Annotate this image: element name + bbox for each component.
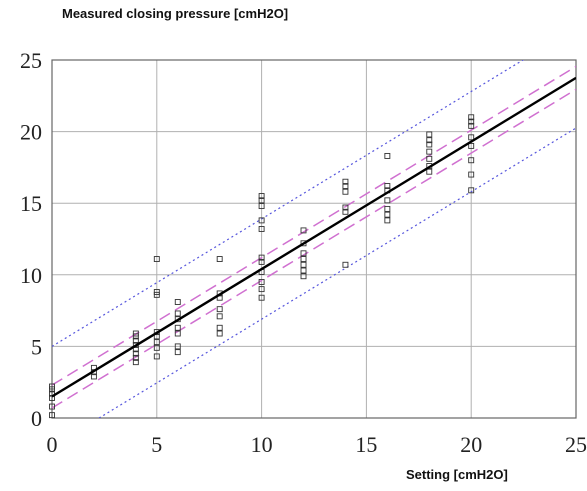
data-point [174, 310, 181, 317]
data-point [426, 148, 433, 155]
data-point [258, 286, 265, 293]
data-point [300, 273, 307, 280]
data-point [384, 183, 391, 189]
data-point [426, 137, 433, 144]
data-point [153, 353, 160, 360]
data-point [342, 178, 349, 185]
x-axis-title: Setting [cmH2O] [406, 467, 508, 482]
y-tick-label: 10 [20, 263, 42, 288]
data-point [258, 258, 265, 265]
y-tick-label: 0 [31, 406, 42, 431]
data-point [468, 114, 475, 121]
data-point [342, 204, 349, 211]
data-point [300, 250, 307, 257]
data-point [174, 330, 181, 337]
data-point [132, 337, 139, 344]
regression-line [52, 76, 576, 398]
data-point [174, 299, 181, 305]
data-point [132, 330, 139, 337]
data-point [384, 197, 391, 204]
data-point [468, 122, 475, 129]
confidence-band-upper [52, 65, 576, 386]
data-point [258, 193, 265, 199]
data-point [174, 343, 181, 350]
prediction-band-upper [52, 60, 525, 347]
data-point [49, 412, 55, 419]
data-point [384, 205, 391, 212]
y-tick-label: 5 [31, 334, 42, 359]
data-point [216, 324, 223, 331]
data-point [468, 142, 475, 149]
y-tick-label: 15 [20, 191, 42, 216]
data-point [258, 197, 265, 204]
data-point [300, 261, 307, 268]
data-point [426, 141, 433, 148]
data-point [90, 373, 97, 380]
x-tick-label: 25 [565, 432, 587, 457]
data-point [258, 279, 265, 285]
data-point [153, 344, 160, 351]
data-point [258, 217, 265, 224]
data-point [216, 313, 223, 320]
y-tick-label: 25 [20, 48, 42, 73]
data-point [300, 227, 307, 234]
data-point [300, 256, 307, 262]
data-point [216, 256, 223, 262]
data-point [426, 155, 433, 162]
y-axis-title: Measured closing pressure [cmH2O] [62, 6, 289, 21]
data-point [174, 324, 181, 331]
data-point [216, 330, 223, 337]
data-point [342, 208, 349, 215]
data-point [258, 203, 265, 210]
data-point [468, 157, 475, 164]
data-point [174, 349, 181, 356]
x-tick-label: 20 [460, 432, 482, 457]
data-point [49, 383, 55, 390]
x-tick-label: 15 [355, 432, 377, 457]
data-point [258, 226, 265, 232]
data-point [468, 134, 475, 141]
data-point [153, 339, 160, 346]
data-point [342, 261, 349, 268]
data-point [384, 152, 391, 159]
data-point [426, 168, 433, 175]
data-point [153, 289, 160, 295]
data-point [384, 217, 391, 224]
data-point [468, 187, 475, 194]
y-tick-label: 20 [20, 120, 42, 145]
data-point [132, 354, 139, 361]
prediction-band-lower [97, 127, 576, 418]
data-point [468, 118, 475, 125]
data-point [216, 306, 223, 313]
data-point [426, 131, 433, 138]
data-point [384, 211, 391, 218]
data-point [342, 183, 349, 189]
data-point [153, 256, 160, 262]
plot-frame [51, 59, 577, 419]
data-point [258, 294, 265, 301]
confidence-band-lower [52, 88, 576, 409]
data-point [258, 254, 265, 261]
data-point [342, 188, 349, 195]
data-point [468, 171, 475, 178]
x-tick-label: 0 [47, 432, 58, 457]
data-point [49, 403, 55, 410]
x-tick-label: 10 [251, 432, 273, 457]
x-tick-label: 5 [151, 432, 162, 457]
data-point [300, 267, 307, 274]
data-point [132, 359, 139, 366]
data-point [132, 350, 139, 357]
